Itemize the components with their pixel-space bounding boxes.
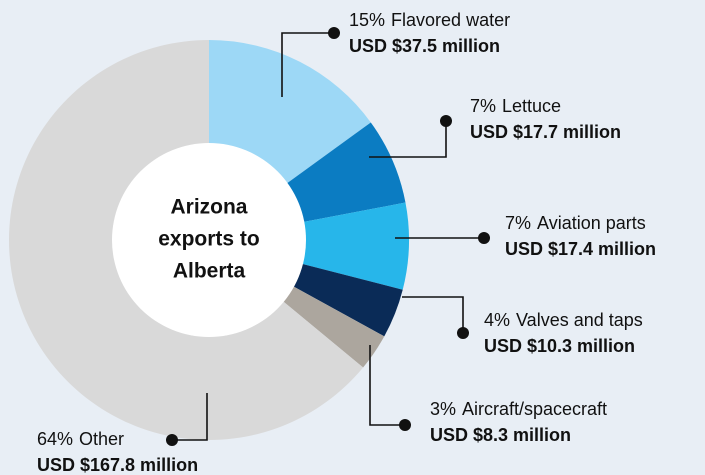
amount-label: USD $37.5 million [349,36,500,56]
value-label: 7% [470,96,496,116]
category-label: Lettuce [502,96,561,116]
amount-label: USD $10.3 million [484,336,635,356]
donut-hole [112,143,306,337]
value-label: 3% [430,399,456,419]
slice-label: 7% Lettuce [470,96,561,116]
slice-label: 64% Other [37,429,124,449]
center-label: Arizona [170,196,247,219]
slice-label: 7% Aviation parts [505,213,646,233]
leader-dot [457,327,469,339]
value-label: 64% [37,429,73,449]
category-label: Aviation parts [537,213,646,233]
leader-dot [166,434,178,446]
leader-dot [478,232,490,244]
leader-line [402,296,464,333]
center-label: Alberta [173,260,246,283]
amount-label: USD $17.7 million [470,122,621,142]
center-label: exports to [158,228,260,251]
category-label: Flavored water [391,10,510,30]
category-label: Aircraft/spacecraft [462,399,607,419]
value-label: 15% [349,10,385,30]
leader-dot [399,419,411,431]
category-label: Valves and taps [516,310,643,330]
value-label: 4% [484,310,510,330]
slice-label: 3% Aircraft/spacecraft [430,399,607,419]
slice-label: 4% Valves and taps [484,310,643,330]
leader-line [172,393,208,441]
amount-label: USD $17.4 million [505,239,656,259]
slice [209,202,409,290]
category-label: Other [79,429,124,449]
amount-label: USD $8.3 million [430,425,571,445]
leader-dot [440,115,452,127]
leader-dot [328,27,340,39]
leader-line [369,345,405,426]
amount-label: USD $167.8 million [37,455,198,475]
leader-line [369,121,447,158]
leader-line [281,32,334,97]
slice-label: 15% Flavored water [349,10,510,30]
value-label: 7% [505,213,531,233]
